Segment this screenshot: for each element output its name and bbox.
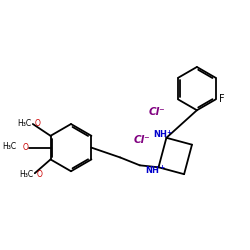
Text: H₃C: H₃C	[20, 170, 34, 179]
Text: F: F	[218, 94, 224, 104]
Text: NH: NH	[154, 130, 168, 139]
Text: H₃C: H₃C	[18, 118, 32, 128]
Text: ⁺: ⁺	[159, 165, 164, 175]
Text: NH: NH	[146, 166, 160, 175]
Text: ⁺: ⁺	[167, 130, 172, 140]
Text: Cl⁻: Cl⁻	[134, 135, 150, 145]
Text: Cl⁻: Cl⁻	[148, 107, 165, 117]
Text: O: O	[37, 170, 43, 179]
Text: O: O	[35, 118, 41, 128]
Text: O: O	[23, 143, 29, 152]
Text: H₃C: H₃C	[2, 142, 16, 151]
